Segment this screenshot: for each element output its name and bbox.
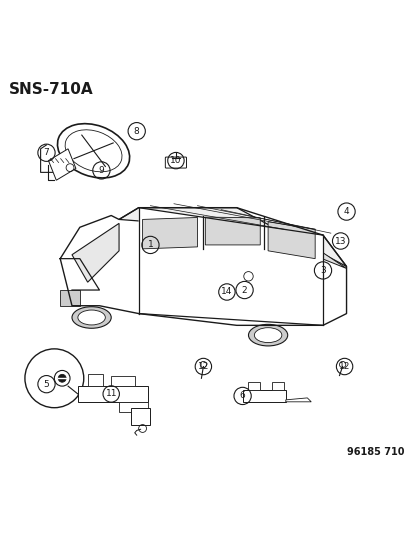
Text: 3: 3 <box>319 266 325 275</box>
Polygon shape <box>88 374 103 386</box>
FancyBboxPatch shape <box>165 157 186 168</box>
Text: 96185 710: 96185 710 <box>346 447 403 457</box>
Polygon shape <box>248 382 260 390</box>
Polygon shape <box>268 222 314 259</box>
Ellipse shape <box>78 310 105 325</box>
Ellipse shape <box>72 306 111 328</box>
Text: 11: 11 <box>105 390 117 399</box>
Text: SNS-710A: SNS-710A <box>9 82 94 97</box>
Text: 14: 14 <box>221 287 232 296</box>
Text: 7: 7 <box>43 148 49 157</box>
Polygon shape <box>131 408 150 425</box>
Text: 8: 8 <box>133 127 139 136</box>
Text: 1: 1 <box>147 240 153 249</box>
Text: 2: 2 <box>241 286 247 295</box>
Text: 5: 5 <box>43 379 49 389</box>
Text: 12: 12 <box>197 362 209 371</box>
Circle shape <box>58 374 66 382</box>
Polygon shape <box>142 217 197 249</box>
Polygon shape <box>119 208 346 266</box>
Polygon shape <box>48 149 76 180</box>
Text: 6: 6 <box>239 391 245 400</box>
Text: 12: 12 <box>338 362 349 371</box>
Polygon shape <box>72 223 119 282</box>
Text: 9: 9 <box>98 166 104 175</box>
Text: 13: 13 <box>334 237 346 246</box>
Polygon shape <box>285 398 311 402</box>
Circle shape <box>25 349 83 408</box>
Polygon shape <box>242 390 285 402</box>
Polygon shape <box>60 290 80 306</box>
Polygon shape <box>111 376 134 386</box>
Polygon shape <box>271 382 283 390</box>
Polygon shape <box>78 386 148 402</box>
Text: 4: 4 <box>343 207 349 216</box>
Polygon shape <box>287 245 346 269</box>
Ellipse shape <box>254 328 281 343</box>
Polygon shape <box>138 208 322 325</box>
Ellipse shape <box>248 325 287 346</box>
Text: 10: 10 <box>170 156 181 165</box>
Polygon shape <box>205 217 260 245</box>
Polygon shape <box>119 402 148 411</box>
Polygon shape <box>60 208 346 325</box>
